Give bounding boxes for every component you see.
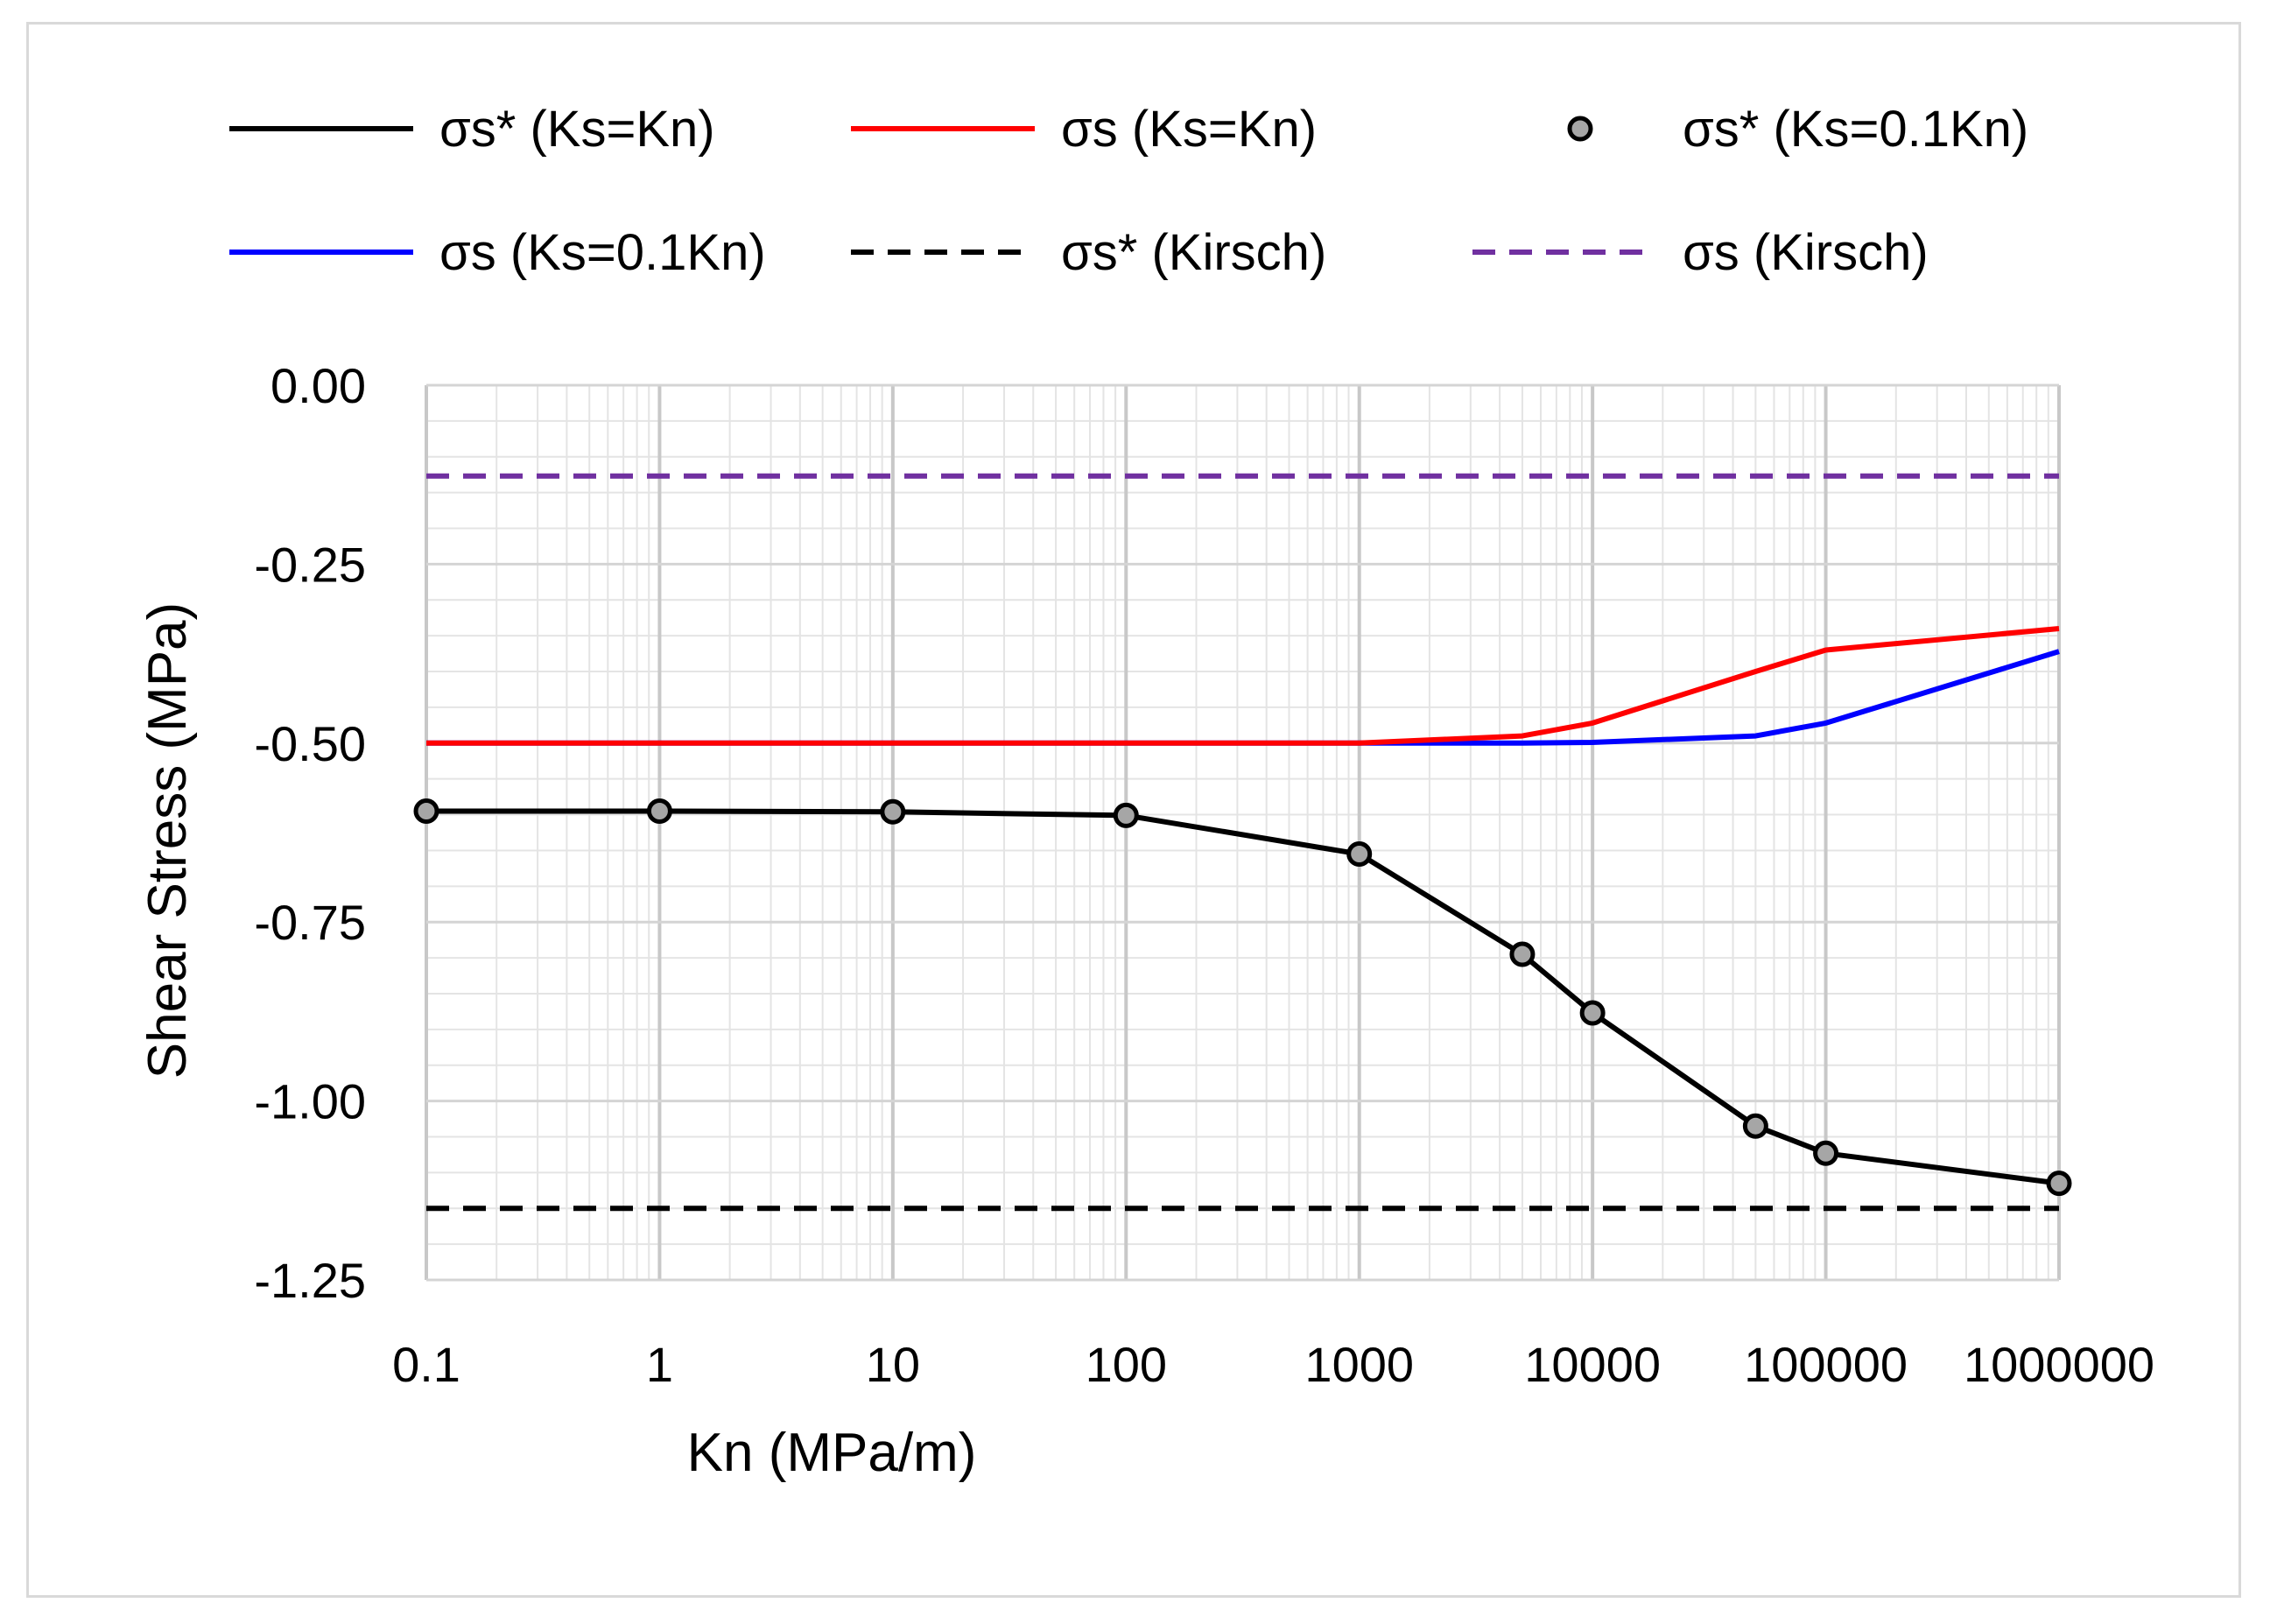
legend-item: σs (Ks=Kn) bbox=[851, 101, 1317, 158]
data-point-marker bbox=[646, 798, 672, 824]
legend-label: σs* (Ks=Kn) bbox=[439, 101, 715, 158]
y-axis-title: Shear Stress (MPa) bbox=[137, 602, 198, 1079]
series-3-line bbox=[426, 649, 2060, 746]
series-0-line bbox=[426, 808, 2060, 1186]
marker-layer bbox=[413, 798, 2072, 1197]
legend-label: σs (Kirsch) bbox=[1683, 224, 1929, 281]
data-point-marker bbox=[1742, 1113, 1768, 1139]
x-tick-label: 1000000 bbox=[1964, 1337, 2154, 1392]
legend-item: σs* (Kirsch) bbox=[851, 224, 1326, 281]
data-point-marker bbox=[1509, 941, 1536, 967]
x-tick-label: 1 bbox=[646, 1337, 673, 1392]
y-tick-label: -0.25 bbox=[254, 537, 366, 592]
data-point-marker bbox=[2046, 1171, 2072, 1197]
legend-marker-swatch bbox=[1567, 116, 1593, 142]
data-point-marker bbox=[1346, 841, 1373, 868]
y-tick-labels: 0.00 -0.25 -0.50 -0.75 -1.00 -1.25 bbox=[254, 358, 366, 1308]
x-tick-label: 100000 bbox=[1744, 1337, 1908, 1392]
series-1-line bbox=[426, 626, 2060, 746]
x-axis-title: Kn (MPa/m) bbox=[687, 1423, 977, 1483]
legend-item: σs* (Ks=0.1Kn) bbox=[1567, 101, 2028, 158]
minor-grid bbox=[426, 384, 2059, 1281]
legend-label: σs* (Ks=0.1Kn) bbox=[1683, 101, 2028, 158]
data-point-marker bbox=[1579, 1000, 1606, 1026]
legend-item: σs* (Ks=Kn) bbox=[229, 101, 715, 158]
legend-label: σs (Ks=0.1Kn) bbox=[439, 224, 766, 281]
data-point-marker bbox=[880, 798, 906, 825]
x-tick-label: 0.1 bbox=[392, 1337, 460, 1392]
x-tick-labels: 0.1 1 10 100 1000 10000 100000 1000000 bbox=[392, 1337, 2154, 1392]
x-tick-label: 10 bbox=[866, 1337, 920, 1392]
y-tick-label: -0.75 bbox=[254, 895, 366, 950]
y-tick-label: -0.50 bbox=[254, 716, 366, 771]
legend-item: σs (Kirsch) bbox=[1472, 224, 1929, 281]
legend-label: σs (Ks=Kn) bbox=[1061, 101, 1317, 158]
data-point-marker bbox=[413, 798, 439, 824]
series-layer bbox=[426, 473, 2060, 1212]
data-point-marker bbox=[1113, 802, 1139, 828]
legend-label: σs* (Kirsch) bbox=[1061, 224, 1326, 281]
y-tick-label: -1.25 bbox=[254, 1253, 366, 1308]
major-grid bbox=[425, 383, 2061, 1282]
x-tick-label: 100 bbox=[1086, 1337, 1167, 1392]
x-tick-label: 1000 bbox=[1304, 1337, 1414, 1392]
data-point-marker bbox=[1813, 1140, 1839, 1166]
y-tick-label: 0.00 bbox=[271, 358, 366, 413]
y-tick-label: -1.00 bbox=[254, 1074, 366, 1129]
x-tick-label: 10000 bbox=[1524, 1337, 1661, 1392]
legend: σs* (Ks=Kn) σs (Ks=Kn) σs* (Ks=0.1Kn) σs (K… bbox=[229, 101, 2028, 281]
legend-item: σs (Ks=0.1Kn) bbox=[229, 224, 766, 281]
